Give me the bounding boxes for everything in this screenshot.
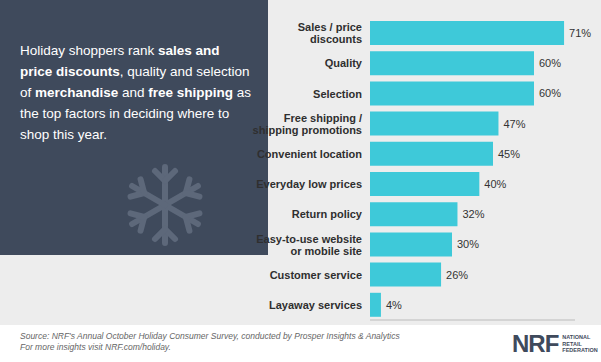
svg-text:32%: 32% [462,208,484,220]
svg-text:Customer service: Customer service [270,269,362,281]
svg-text:4%: 4% [386,299,402,311]
svg-text:Convenient location: Convenient location [257,148,362,160]
html-text:RETAIL: RETAIL [562,340,582,347]
html-text:NRF: NRF [512,330,559,357]
svg-text:60%: 60% [539,87,561,99]
svg-text:Selection: Selection [313,88,362,100]
svg-text:30%: 30% [457,238,479,250]
svg-text:40%: 40% [484,178,506,190]
html-text:FEDERATION: FEDERATION [562,347,598,354]
html-text:Holiday shoppers rank sales an: Holiday shoppers rank sales and price di… [20,43,252,142]
svg-text:Everyday low prices: Everyday low prices [256,178,362,190]
svg-text:26%: 26% [446,269,468,281]
svg-text:Quality: Quality [325,57,363,69]
html-text:NATIONAL: NATIONAL [562,334,591,341]
html-text:For more insights visit NRF.co: For more insights visit NRF.com/holiday. [20,342,171,352]
svg-text:60%: 60% [539,57,561,69]
svg-text:47%: 47% [503,118,525,130]
svg-text:71%: 71% [569,27,591,39]
svg-text:Layaway services: Layaway services [269,299,362,311]
svg-text:45%: 45% [498,148,520,160]
svg-text:Sales / pricediscounts: Sales / pricediscounts [298,21,362,45]
html-text:Source: NRF's Annual October H: Source: NRF's Annual October Holiday Con… [20,331,400,341]
svg-text:Free shipping /shipping promot: Free shipping /shipping promotions [253,112,362,136]
svg-text:Return policy: Return policy [292,208,363,220]
svg-text:Easy-to-use websiteor mobile s: Easy-to-use websiteor mobile site [256,233,362,257]
